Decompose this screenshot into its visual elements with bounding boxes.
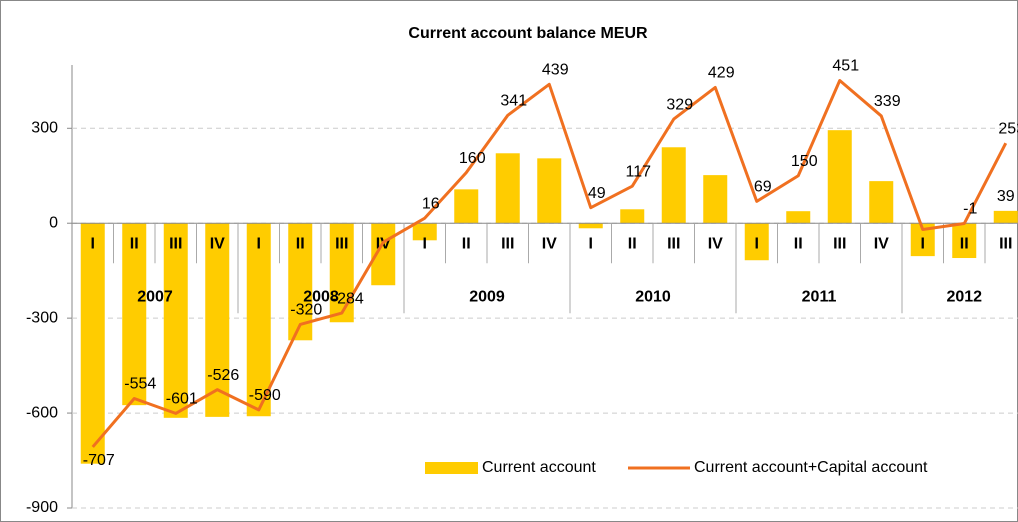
data-label: 69	[754, 179, 772, 196]
bar	[869, 181, 894, 224]
x-tick-label: III	[833, 235, 846, 252]
bar	[412, 223, 437, 241]
y-tick-label: -900	[26, 499, 58, 516]
x-tick-label: III	[999, 235, 1012, 252]
group-label: 2010	[635, 288, 671, 305]
x-tick-label: III	[501, 235, 514, 252]
data-label: -601	[166, 391, 198, 408]
x-tick-label: I	[423, 235, 427, 252]
data-label: 16	[422, 195, 440, 212]
data-label: -707	[83, 452, 115, 469]
y-tick-label: 300	[31, 120, 58, 137]
data-label: -526	[207, 367, 239, 384]
x-tick-label: II	[296, 235, 305, 252]
x-tick-label: IV	[708, 235, 723, 252]
data-label: -284	[332, 290, 364, 307]
data-label: 439	[542, 62, 569, 79]
x-tick-label: II	[462, 235, 471, 252]
x-tick-label: III	[169, 235, 182, 252]
group-label: 2011	[802, 288, 837, 305]
data-label: 451	[832, 58, 859, 75]
data-label: -1	[963, 201, 977, 218]
bar	[827, 130, 852, 224]
group-label: 2012	[946, 288, 982, 305]
data-label: 39	[997, 188, 1015, 205]
x-tick-label: I	[589, 235, 593, 252]
x-tick-label: II	[130, 235, 139, 252]
y-tick-label: 0	[49, 214, 58, 231]
legend-label: Current account+Capital account	[694, 459, 928, 476]
data-label: 341	[500, 93, 527, 110]
data-label: -320	[290, 302, 322, 319]
data-label: 253	[998, 120, 1018, 137]
data-label: 160	[459, 150, 486, 167]
bar	[620, 209, 645, 224]
bar	[80, 223, 105, 464]
legend-swatch	[425, 462, 478, 474]
x-tick-label: IV	[542, 235, 557, 252]
bar	[163, 223, 188, 418]
group-label: 2007	[137, 288, 173, 305]
x-tick-label: II	[960, 235, 969, 252]
bar	[661, 147, 686, 224]
x-tick-label: I	[755, 235, 759, 252]
data-label: 429	[708, 65, 735, 82]
bar	[993, 210, 1018, 224]
x-tick-label: I	[257, 235, 261, 252]
bar	[537, 158, 562, 224]
data-label: -554	[124, 376, 156, 393]
bar	[454, 189, 479, 224]
x-tick-label: I	[921, 235, 925, 252]
data-label: 150	[791, 153, 818, 170]
data-label: -590	[249, 387, 281, 404]
bar	[329, 223, 354, 323]
line	[91, 79, 1008, 448]
x-tick-label: IV	[874, 235, 889, 252]
bar	[703, 175, 728, 224]
x-tick-label: II	[628, 235, 637, 252]
legend-label: Current account	[482, 459, 596, 476]
bar	[952, 223, 977, 259]
y-tick-label: -300	[26, 309, 58, 326]
group-label: 2009	[469, 288, 505, 305]
data-label: 49	[588, 185, 606, 202]
x-tick-label: I	[91, 235, 95, 252]
y-tick-label: -600	[26, 404, 58, 421]
chart-title: Current account balance MEUR	[408, 25, 648, 42]
group-label: 2008	[303, 288, 339, 305]
bar	[205, 223, 230, 417]
x-tick-label: IV	[210, 235, 225, 252]
bar	[744, 223, 769, 261]
x-tick-label: II	[794, 235, 803, 252]
bar	[495, 153, 520, 224]
data-label: 339	[874, 93, 901, 110]
bar	[786, 211, 811, 224]
x-tick-label: III	[335, 235, 348, 252]
data-label: 117	[625, 163, 651, 180]
data-label: 329	[666, 96, 693, 113]
bar	[578, 223, 603, 229]
bar	[246, 223, 271, 417]
x-tick-label: III	[667, 235, 680, 252]
bar	[122, 223, 147, 406]
